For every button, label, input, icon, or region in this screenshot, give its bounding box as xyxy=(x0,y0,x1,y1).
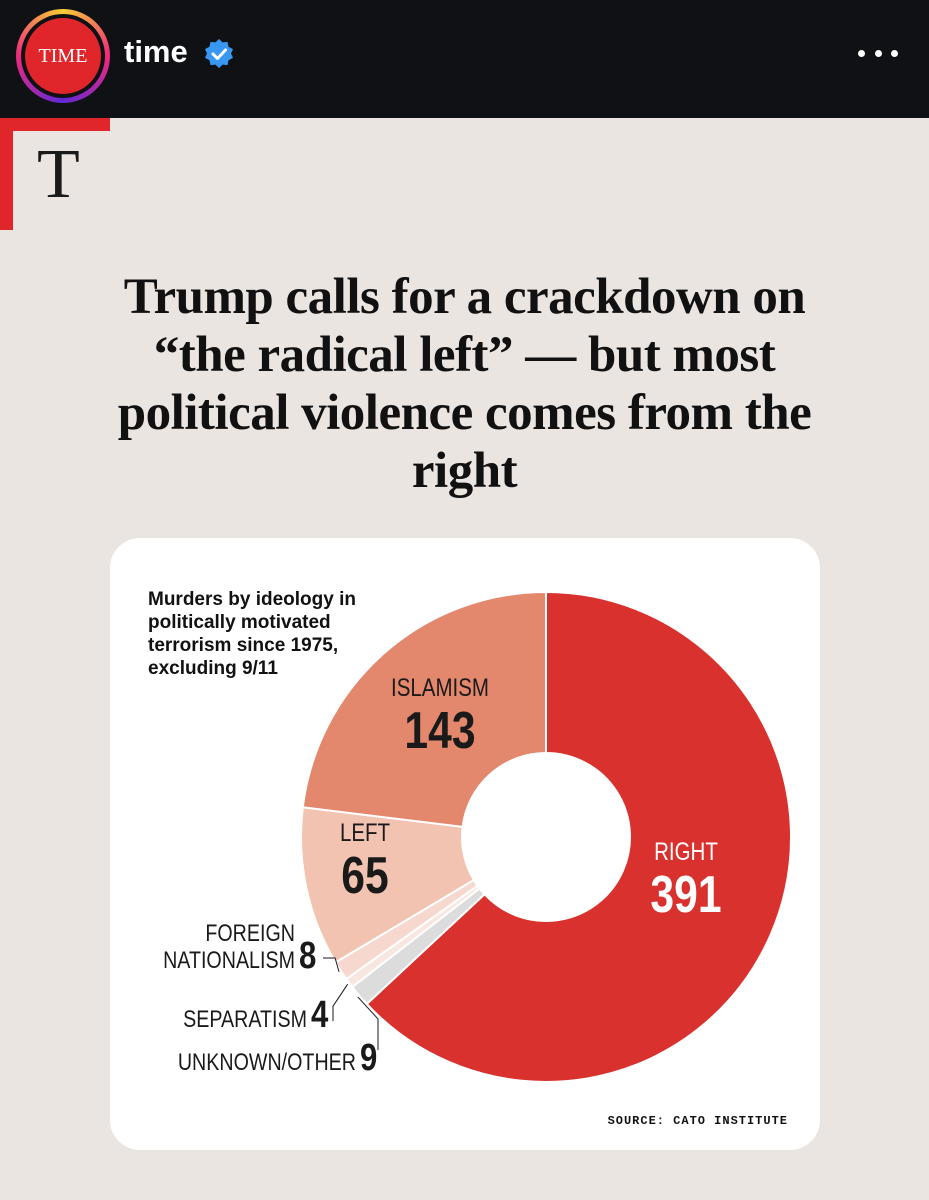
story-ring[interactable]: TIME xyxy=(16,9,110,103)
chart-source: SOURCE: CATO INSTITUTE xyxy=(607,1114,788,1128)
label-right: RIGHT xyxy=(654,837,718,865)
slice-left xyxy=(300,806,476,964)
label-separatism: SEPARATISM xyxy=(183,1005,307,1032)
slice-right xyxy=(365,590,792,1083)
more-options-icon[interactable] xyxy=(858,38,898,68)
slice-islamism xyxy=(301,590,547,828)
label-unknown-other: UNKNOWN/OTHER xyxy=(178,1048,356,1075)
avatar[interactable]: TIME xyxy=(25,18,101,94)
leader-line-separatism xyxy=(332,983,349,1021)
label-islamism: ISLAMISM xyxy=(391,673,489,701)
logo-corner-top xyxy=(0,118,110,131)
value-left: 65 xyxy=(341,847,388,905)
label-foreign-nationalism: FOREIGN xyxy=(205,919,295,946)
top-bar: TIME time xyxy=(0,0,929,118)
leader-line-unknown-other xyxy=(357,996,379,1050)
label-left: LEFT xyxy=(340,818,390,846)
value-separatism: 4 xyxy=(311,994,329,1036)
time-t-logo: T xyxy=(37,136,80,213)
value-unknown-other: 9 xyxy=(360,1037,377,1079)
value-foreign-nationalism: 8 xyxy=(299,935,316,977)
username[interactable]: time xyxy=(124,34,188,69)
label-foreign-nationalism: NATIONALISM xyxy=(163,946,295,973)
value-islamism: 143 xyxy=(404,702,475,760)
headline: Trump calls for a crackdown on “the radi… xyxy=(117,269,812,499)
chart-card: RIGHT 391 ISLAMISM 143 LEFT 65 FOREIGN NATIONAL… xyxy=(110,538,820,1150)
chart-title: Murders by ideology in politically motiv… xyxy=(148,589,356,679)
verified-badge-icon xyxy=(205,39,233,69)
value-right: 391 xyxy=(650,866,721,924)
logo-corner-left xyxy=(0,118,13,230)
leader-line-foreign-nationalism xyxy=(323,957,340,973)
